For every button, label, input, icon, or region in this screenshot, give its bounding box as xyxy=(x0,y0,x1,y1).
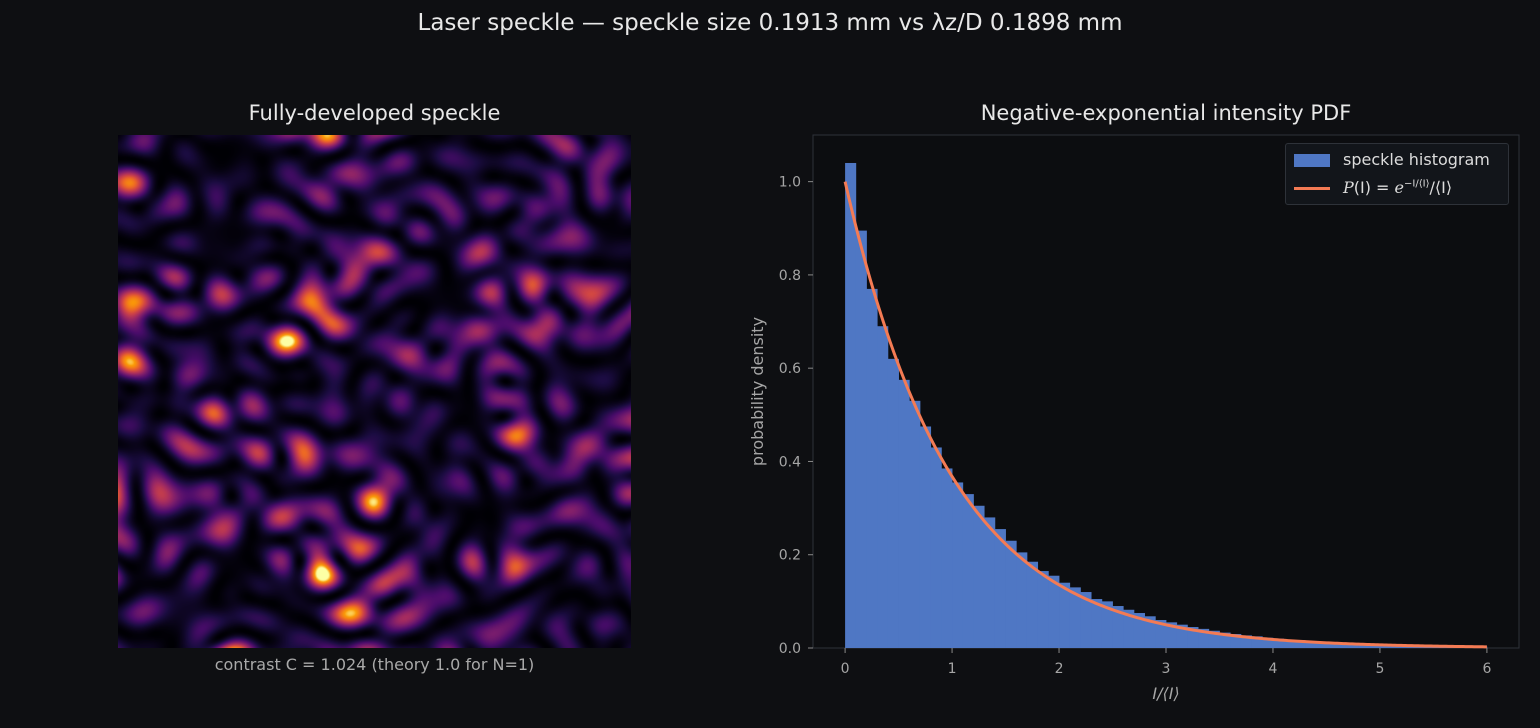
histogram-bar xyxy=(866,288,878,648)
histogram-bar xyxy=(855,230,867,648)
histogram-bar xyxy=(1144,616,1156,648)
x-tick-label: 6 xyxy=(1482,661,1491,677)
y-axis-label: probability density xyxy=(748,317,767,466)
histogram-bar xyxy=(1326,642,1338,648)
histogram-bar xyxy=(1358,643,1370,648)
histogram-bar xyxy=(1069,587,1081,648)
pdf-curve xyxy=(843,181,1487,649)
histogram-bars xyxy=(845,162,1488,648)
histogram-bar xyxy=(845,162,857,648)
legend-label-pdf: P(I) = e−I/⟨I⟩/⟨I⟩ xyxy=(1343,178,1453,197)
histogram-bar xyxy=(1272,638,1285,648)
histogram-bar xyxy=(919,426,932,648)
speckle-panel-title: Fully-developed speckle xyxy=(248,101,501,125)
histogram-bar xyxy=(952,482,964,648)
histogram-bar xyxy=(1101,601,1113,648)
histogram-bar xyxy=(1219,632,1231,648)
histogram-bar xyxy=(877,326,889,648)
histogram-bar xyxy=(1112,606,1124,648)
histogram-bar xyxy=(1240,635,1252,648)
x-tick-label: 4 xyxy=(1269,661,1278,677)
x-tick-label: 3 xyxy=(1162,661,1171,677)
histogram-bar xyxy=(973,505,985,648)
y-tick-label: 1.0 xyxy=(779,175,801,191)
histogram-bar xyxy=(887,358,899,648)
y-tick-label: 0.4 xyxy=(779,454,801,470)
histogram-bar xyxy=(1337,642,1349,648)
legend-item-histogram: speckle histogram xyxy=(1286,148,1508,172)
legend-label-histogram: speckle histogram xyxy=(1343,150,1490,169)
histogram-bar xyxy=(1198,628,1210,648)
x-tick-label: 2 xyxy=(1055,661,1064,677)
speckle-image xyxy=(118,135,631,648)
histogram-bar xyxy=(1187,627,1199,648)
histogram-bar xyxy=(1123,609,1135,648)
pdf-panel-title: Negative-exponential intensity PDF xyxy=(980,101,1352,125)
histogram-bar xyxy=(1251,636,1263,648)
histogram-bar xyxy=(1208,630,1220,648)
histogram-bar xyxy=(1166,622,1178,648)
histogram-bar xyxy=(984,517,996,648)
histogram-bar xyxy=(1283,639,1295,648)
histogram-bar xyxy=(930,447,942,648)
legend-item-pdf: P(I) = e−I/⟨I⟩/⟨I⟩ xyxy=(1286,176,1508,200)
histogram-bar xyxy=(1016,552,1028,648)
histogram-bar xyxy=(1294,640,1306,648)
histogram-bar xyxy=(1315,641,1327,648)
y-axis-ticks: 0.0 0.2 0.4 0.6 0.8 1.0 xyxy=(779,175,813,657)
y-tick-label: 0.8 xyxy=(779,268,801,284)
y-tick-label: 0.6 xyxy=(779,361,801,377)
contrast-caption: contrast C = 1.024 (theory 1.0 for N=1) xyxy=(214,655,535,674)
histogram-bar xyxy=(1262,637,1274,648)
chart-legend: speckle histogram P(I) = e−I/⟨I⟩/⟨I⟩ xyxy=(1285,143,1509,205)
histogram-bar xyxy=(994,529,1006,648)
histogram-bar xyxy=(1026,561,1039,648)
histogram-bar xyxy=(1230,634,1242,648)
histogram-bar xyxy=(898,379,910,648)
histogram-bar xyxy=(1080,592,1092,648)
histogram-bar xyxy=(1037,571,1049,648)
histogram-bar xyxy=(941,468,953,648)
histogram-bar xyxy=(962,494,974,648)
histogram-bar xyxy=(1091,599,1103,648)
speckle-canvas xyxy=(118,135,631,648)
figure-suptitle: Laser speckle — speckle size 0.1913 mm v… xyxy=(417,10,1123,36)
histogram-bar xyxy=(909,400,921,648)
histogram-bar xyxy=(1133,613,1146,648)
histogram-bar xyxy=(1305,641,1317,648)
y-tick-label: 0.2 xyxy=(779,548,801,564)
histogram-bar xyxy=(1155,620,1167,648)
histogram-bar xyxy=(1176,624,1188,648)
x-axis-label: I/⟨I⟩ xyxy=(1152,684,1179,703)
histogram-bar xyxy=(1048,575,1060,648)
x-axis-ticks: 0 1 2 3 4 5 6 xyxy=(841,648,1491,677)
x-tick-label: 0 xyxy=(841,661,850,677)
y-tick-label: 0.0 xyxy=(779,641,801,657)
histogram-bar xyxy=(1347,643,1359,648)
legend-swatch-pdf xyxy=(1294,187,1330,190)
legend-swatch-histogram xyxy=(1294,154,1330,167)
histogram-bar xyxy=(1059,582,1071,648)
histogram-bar xyxy=(1005,540,1017,648)
x-tick-label: 5 xyxy=(1375,661,1384,677)
x-tick-label: 1 xyxy=(948,661,957,677)
